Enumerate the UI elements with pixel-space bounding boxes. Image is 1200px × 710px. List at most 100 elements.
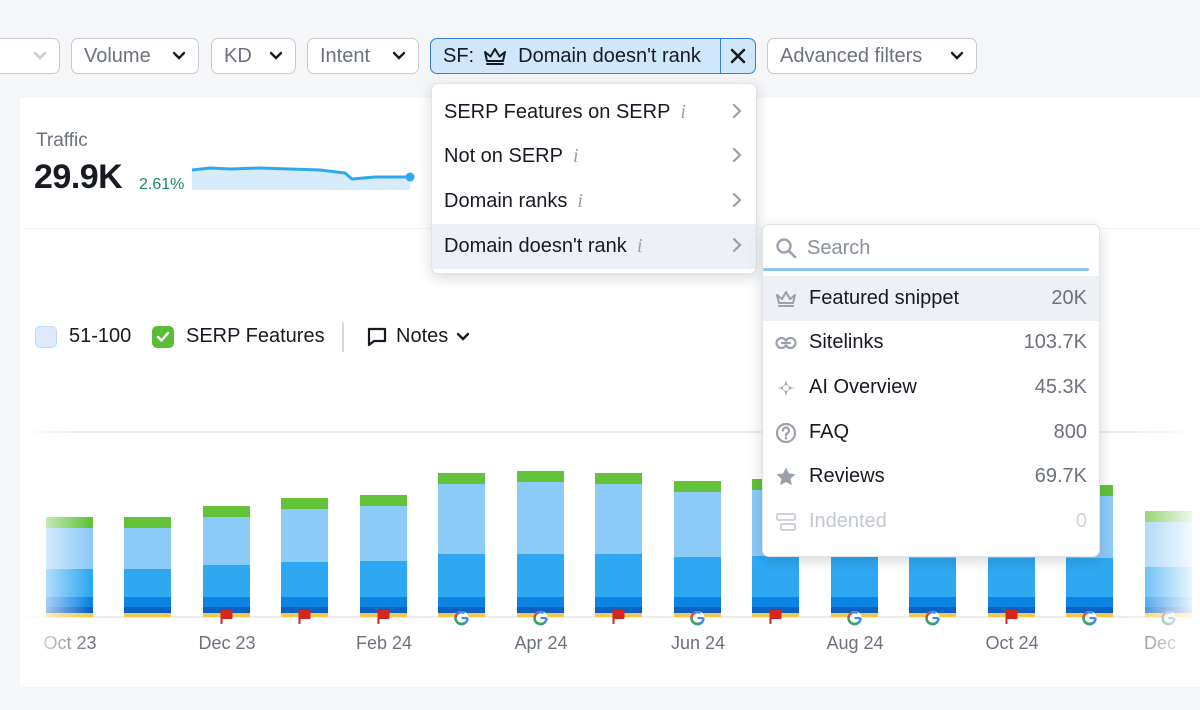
note-icon xyxy=(367,327,387,346)
menu-item-domain-doesnt-rank[interactable]: Domain doesn't rank i xyxy=(432,224,756,269)
bar-serp-features-segment xyxy=(517,471,564,482)
bar-mid-segment xyxy=(674,557,721,597)
sf-prefix: SF: xyxy=(443,44,475,67)
checkbox-51-100[interactable] xyxy=(35,325,57,348)
volume-filter-dropdown[interactable]: Volume xyxy=(71,38,199,74)
kd-filter-dropdown[interactable]: KD xyxy=(211,38,296,74)
flag-icon[interactable] xyxy=(1005,610,1018,624)
bar-navy-segment xyxy=(674,607,721,613)
bar-dark-segment xyxy=(909,597,956,607)
chevron-down-icon xyxy=(457,332,470,341)
chart-bar xyxy=(360,495,407,617)
submenu-item-ai-overview[interactable]: AI Overview 45.3K xyxy=(763,365,1099,410)
menu-item-label: Domain ranks xyxy=(444,190,568,212)
submenu-item-label: AI Overview xyxy=(809,376,917,398)
bar-navy-segment xyxy=(909,607,956,613)
bar-serp-features-segment xyxy=(674,481,721,492)
advanced-filters-dropdown[interactable]: Advanced filters xyxy=(767,38,977,74)
bar-light-segment xyxy=(438,484,485,554)
search-input[interactable] xyxy=(805,235,1069,261)
x-tick-label: Aug 24 xyxy=(826,633,883,653)
previous-filter-dropdown[interactable] xyxy=(0,38,60,74)
x-tick-label: Apr 24 xyxy=(514,633,567,653)
submenu-item-label: Reviews xyxy=(809,465,885,487)
menu-item-serp-features-on-serp[interactable]: SERP Features on SERP i xyxy=(432,90,756,135)
submenu-item-indented: Indented 0 xyxy=(763,499,1099,544)
clear-sf-filter-button[interactable] xyxy=(720,39,755,73)
bar-light-segment xyxy=(674,492,721,557)
info-icon[interactable]: i xyxy=(680,101,686,123)
intent-filter-dropdown[interactable]: Intent xyxy=(307,38,419,74)
x-tick-label: Dec 23 xyxy=(198,633,255,653)
menu-item-domain-ranks[interactable]: Domain ranks i xyxy=(432,179,756,224)
bar-dark-segment xyxy=(988,597,1035,607)
bar-mid-segment xyxy=(124,569,171,597)
flag-icon[interactable] xyxy=(298,610,311,624)
submenu-item-count: 45.3K xyxy=(1034,376,1087,398)
submenu-search xyxy=(763,225,1099,271)
legend-serp-features-label: SERP Features xyxy=(186,325,325,347)
bar-dark-segment xyxy=(281,597,328,607)
bar-light-segment xyxy=(595,484,642,554)
info-icon[interactable]: i xyxy=(636,235,643,257)
bar-dark-segment xyxy=(517,597,564,607)
info-icon[interactable]: i xyxy=(572,145,579,167)
legend-divider xyxy=(342,322,344,352)
star-icon xyxy=(775,466,797,488)
legend-serp-features[interactable]: SERP Features xyxy=(152,325,325,348)
bar-mid-segment xyxy=(595,554,642,597)
flag-icon[interactable] xyxy=(377,610,390,624)
submenu-item-faq[interactable]: FAQ 800 xyxy=(763,410,1099,455)
close-icon xyxy=(730,48,746,64)
chart-bar xyxy=(517,471,564,617)
submenu-item-reviews[interactable]: Reviews 69.7K xyxy=(763,454,1099,499)
google-update-icon[interactable] xyxy=(1082,611,1097,626)
flag-icon[interactable] xyxy=(769,610,782,624)
serp-feature-submenu: Featured snippet 20K Sitelinks 103.7K AI… xyxy=(762,224,1100,557)
bar-dark-segment xyxy=(203,597,250,607)
bar-mid-segment xyxy=(438,554,485,597)
bar-light-segment xyxy=(124,528,171,569)
search-icon xyxy=(776,238,797,259)
google-update-icon[interactable] xyxy=(533,611,548,626)
bar-navy-segment xyxy=(124,607,171,613)
x-tick-label: Jun 24 xyxy=(671,633,725,653)
google-update-icon[interactable] xyxy=(690,611,705,626)
menu-item-label: Domain doesn't rank xyxy=(444,235,627,257)
checkbox-serp-features[interactable] xyxy=(152,325,174,348)
indent-icon xyxy=(775,511,797,533)
bar-light-segment xyxy=(517,482,564,554)
bar-mid-segment xyxy=(281,562,328,597)
bar-light-segment xyxy=(203,517,250,565)
chevron-right-icon xyxy=(732,237,742,253)
bar-serp-features-segment xyxy=(360,495,407,506)
kd-filter-label: KD xyxy=(224,44,252,67)
flag-icon[interactable] xyxy=(612,610,625,624)
google-update-icon[interactable] xyxy=(847,611,862,626)
bar-mid-segment xyxy=(360,561,407,597)
submenu-item-sitelinks[interactable]: Sitelinks 103.7K xyxy=(763,320,1099,365)
flag-icon[interactable] xyxy=(220,610,233,624)
submenu-item-count: 800 xyxy=(1053,421,1087,443)
bar-mid-segment xyxy=(909,558,956,597)
submenu-item-label: Indented xyxy=(809,510,887,532)
serp-features-filter-text[interactable]: SF: Domain doesn't rank xyxy=(431,45,720,68)
x-tick-label: Oct 24 xyxy=(985,633,1038,653)
bar-dark-segment xyxy=(124,597,171,607)
bar-mid-segment xyxy=(1066,558,1113,597)
submenu-item-count: 20K xyxy=(1051,287,1087,309)
bar-serp-features-segment xyxy=(124,517,171,528)
chevron-down-icon xyxy=(33,51,47,60)
google-update-icon[interactable] xyxy=(454,611,469,626)
legend-51-100[interactable]: 51-100 xyxy=(35,325,131,348)
legend-51-100-label: 51-100 xyxy=(69,325,132,347)
submenu-item-label: Sitelinks xyxy=(809,331,884,353)
google-update-icon[interactable] xyxy=(925,611,940,626)
traffic-value: 29.9K xyxy=(34,158,123,196)
bar-dark-segment xyxy=(674,597,721,607)
notes-dropdown[interactable]: Notes xyxy=(366,325,470,348)
menu-item-not-on-serp[interactable]: Not on SERP i xyxy=(432,134,756,179)
submenu-item-featured-snippet[interactable]: Featured snippet 20K xyxy=(763,276,1099,321)
info-icon[interactable]: i xyxy=(577,190,583,212)
serp-features-filter-chip[interactable]: SF: Domain doesn't rank xyxy=(430,38,756,74)
